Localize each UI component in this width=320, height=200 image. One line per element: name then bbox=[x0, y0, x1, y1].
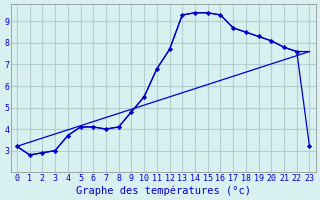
X-axis label: Graphe des températures (°c): Graphe des températures (°c) bbox=[76, 185, 251, 196]
